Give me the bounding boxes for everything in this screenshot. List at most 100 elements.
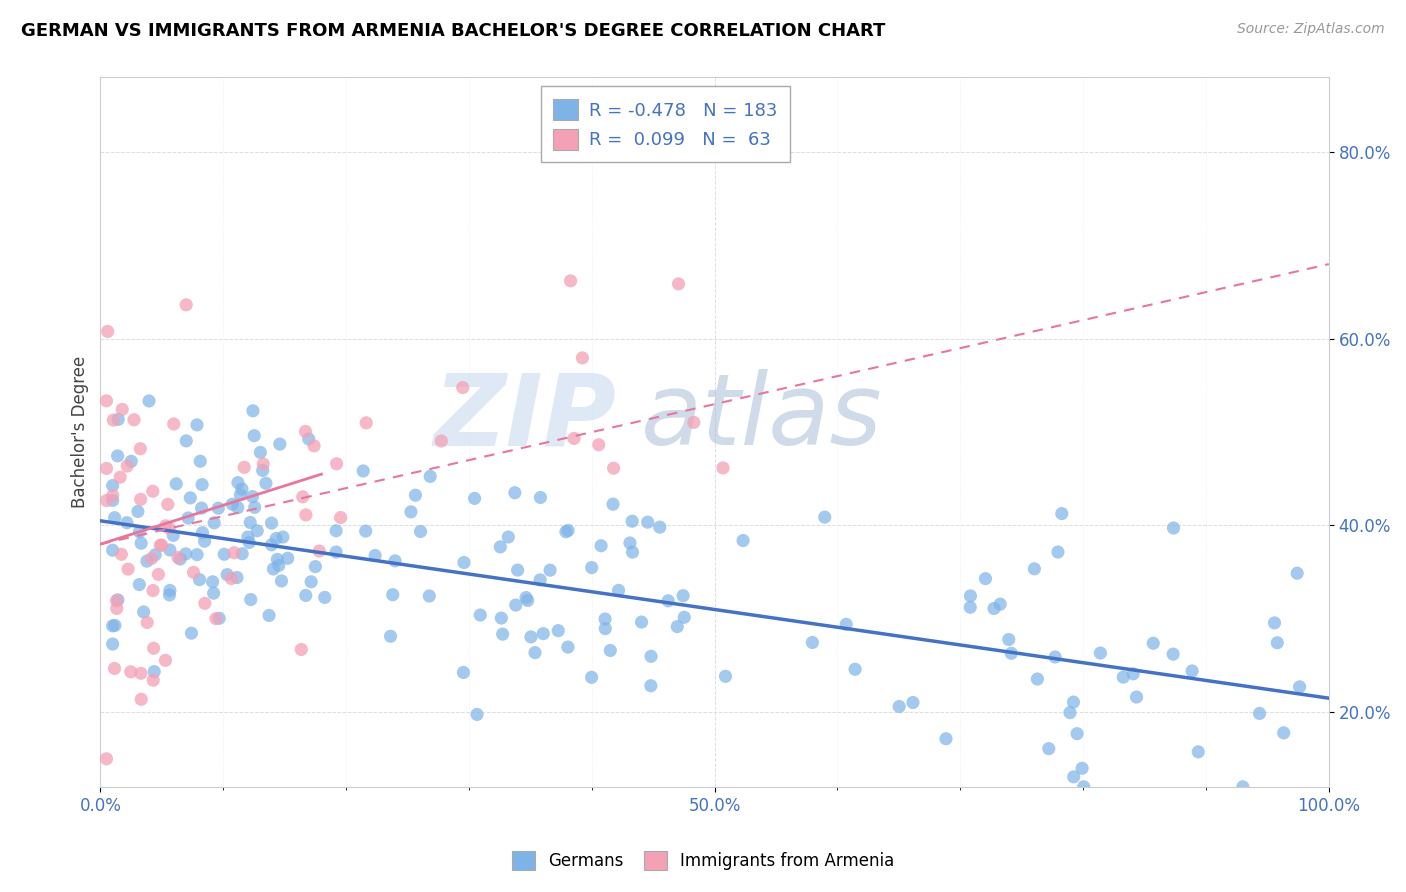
Point — [557, 524, 579, 538]
Point — [733, 533, 755, 548]
Point — [380, 629, 402, 643]
Text: ZIP: ZIP — [433, 369, 616, 467]
Point — [404, 488, 426, 502]
Point — [129, 442, 152, 456]
Point — [132, 605, 155, 619]
Point — [470, 608, 492, 623]
Point — [399, 505, 422, 519]
Point — [1066, 727, 1088, 741]
Point — [621, 545, 644, 559]
Point — [120, 665, 142, 679]
Point — [711, 461, 734, 475]
Point — [252, 457, 274, 471]
Point — [555, 524, 578, 539]
Point — [174, 298, 197, 312]
Point — [136, 615, 159, 630]
Point — [581, 560, 603, 574]
Point — [529, 491, 551, 505]
Point — [314, 591, 336, 605]
Point — [135, 554, 157, 568]
Point — [129, 666, 152, 681]
Point — [529, 573, 551, 587]
Point — [205, 612, 228, 626]
Point — [430, 434, 453, 448]
Point — [217, 567, 239, 582]
Point — [148, 567, 170, 582]
Point — [682, 416, 704, 430]
Point — [464, 491, 486, 506]
Point — [844, 662, 866, 676]
Point — [143, 665, 166, 679]
Point — [503, 485, 526, 500]
Point — [673, 610, 696, 624]
Point — [277, 551, 299, 566]
Point — [194, 596, 217, 610]
Point — [1026, 672, 1049, 686]
Point — [657, 594, 679, 608]
Point — [239, 516, 262, 530]
Point — [177, 511, 200, 525]
Point — [191, 525, 214, 540]
Point — [233, 460, 256, 475]
Point — [520, 630, 543, 644]
Point — [364, 549, 387, 563]
Legend: Germans, Immigrants from Armenia: Germans, Immigrants from Armenia — [505, 844, 901, 877]
Point — [295, 508, 318, 522]
Point — [516, 593, 538, 607]
Point — [1265, 636, 1288, 650]
Point — [201, 574, 224, 589]
Point — [155, 653, 177, 667]
Point — [101, 488, 124, 502]
Point — [531, 626, 554, 640]
Point — [889, 699, 911, 714]
Point — [183, 566, 205, 580]
Point — [252, 463, 274, 477]
Point — [835, 617, 858, 632]
Point — [974, 572, 997, 586]
Point — [498, 530, 520, 544]
Point — [451, 380, 474, 394]
Point — [103, 661, 125, 675]
Point — [202, 516, 225, 530]
Point — [110, 547, 132, 561]
Text: GERMAN VS IMMIGRANTS FROM ARMENIA BACHELOR'S DEGREE CORRELATION CHART: GERMAN VS IMMIGRANTS FROM ARMENIA BACHEL… — [21, 22, 886, 40]
Point — [1272, 726, 1295, 740]
Point — [194, 534, 217, 549]
Point — [107, 412, 129, 426]
Point — [101, 619, 124, 633]
Point — [142, 583, 165, 598]
Point — [264, 532, 287, 546]
Point — [138, 394, 160, 409]
Point — [599, 643, 621, 657]
Point — [190, 501, 212, 516]
Point — [96, 752, 118, 766]
Point — [142, 484, 165, 499]
Point — [159, 583, 181, 598]
Point — [155, 519, 177, 533]
Point — [169, 552, 191, 566]
Point — [249, 445, 271, 459]
Point — [668, 277, 690, 291]
Point — [142, 641, 165, 656]
Point — [122, 413, 145, 427]
Point — [128, 524, 150, 539]
Point — [260, 516, 283, 530]
Point — [117, 562, 139, 576]
Point — [988, 597, 1011, 611]
Point — [1112, 670, 1135, 684]
Point — [1187, 745, 1209, 759]
Point — [1063, 770, 1085, 784]
Point — [163, 417, 186, 431]
Point — [1288, 680, 1310, 694]
Point — [591, 539, 613, 553]
Point — [221, 497, 243, 511]
Point — [571, 351, 593, 365]
Point — [1122, 666, 1144, 681]
Point — [593, 622, 616, 636]
Point — [129, 692, 152, 706]
Point — [607, 583, 630, 598]
Point — [1038, 741, 1060, 756]
Point — [465, 707, 488, 722]
Point — [107, 449, 129, 463]
Point — [515, 591, 537, 605]
